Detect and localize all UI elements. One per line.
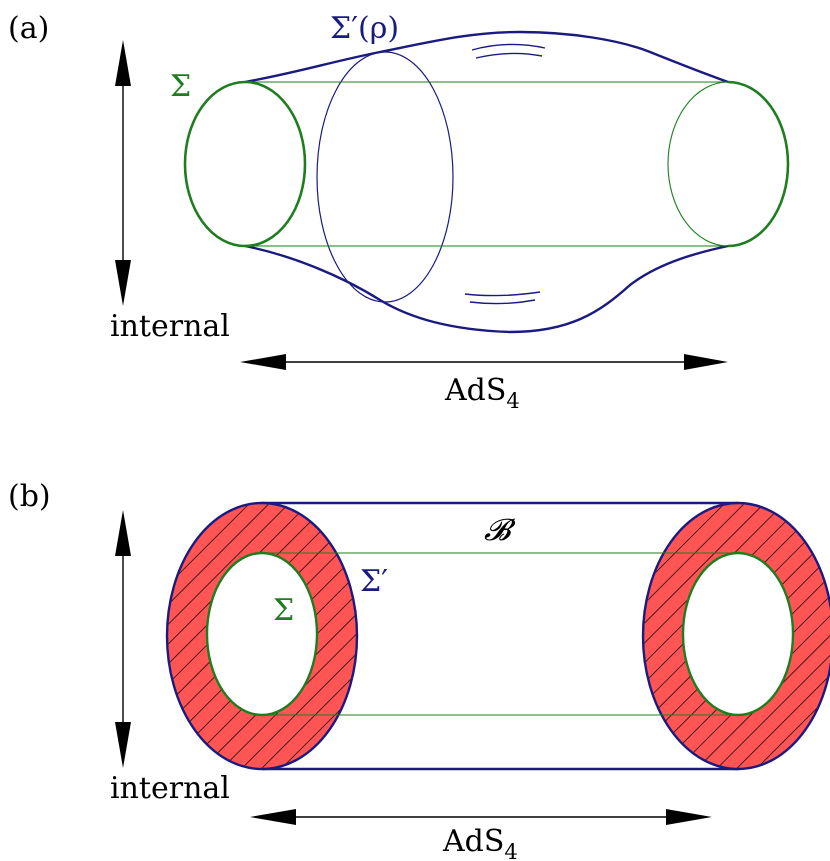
panel-a-wave-mark-bottom-2 — [469, 299, 536, 305]
panel-b-sigma-prime-ellipse-right — [641, 501, 830, 771]
panel-a-sigma-ellipse-right-front — [727, 80, 790, 248]
panel-b-ads-arrow-right — [666, 809, 712, 825]
panel-b-sigma-ellipse-right — [681, 551, 795, 717]
panel-a-wave-mark-top-1 — [471, 43, 546, 51]
panel-a-sigma-ellipse-left — [183, 80, 307, 248]
panel-b-annulus-right — [643, 503, 830, 769]
panel-a-sigma-prime-rho-label: Σ′(ρ) — [330, 11, 399, 46]
panel-a-sigma-ellipse-right-back — [667, 81, 729, 247]
panel-a: (a) internal AdS4 Σ Σ′(ρ) — [8, 11, 790, 413]
panel-b-sigma-prime-label: Σ′ — [360, 564, 388, 599]
panel-b-ads-label: AdS4 — [442, 824, 518, 861]
panel-b-annulus-left — [167, 503, 357, 769]
panel-a-ads-arrow-right — [684, 354, 728, 370]
panel-a-ads-label: AdS4 — [444, 373, 520, 413]
panel-a-ads-arrow-left — [240, 354, 286, 370]
panel-b-sigma-ellipse-left — [205, 551, 319, 717]
panel-b-internal-arrow-up — [115, 510, 131, 556]
panel-a-internal-label: internal — [110, 309, 230, 344]
panel-b-tag: (b) — [8, 479, 51, 514]
panel-b: (b) internal AdS4 𝓑 Σ′ Σ — [8, 479, 830, 861]
panel-b-boundary-label: 𝓑 — [484, 513, 516, 548]
panel-a-tag: (a) — [8, 11, 49, 46]
panel-b-ads-arrow-left — [250, 809, 296, 825]
panel-a-wave-mark-top-2 — [475, 52, 543, 59]
panel-a-deformed-tube-top — [244, 30, 729, 84]
panel-a-internal-arrow-up — [115, 40, 131, 86]
panel-a-wave-mark-bottom-1 — [464, 291, 541, 297]
panel-b-internal-arrow-down — [115, 722, 131, 768]
panel-b-sigma-prime-ellipse-left — [165, 501, 359, 771]
panel-a-sigma-label: Σ — [170, 69, 191, 104]
panel-b-sigma-label: Σ — [273, 593, 294, 628]
panel-b-internal-label: internal — [110, 771, 230, 806]
panel-a-sigma-prime-rho-ellipse — [316, 51, 454, 303]
panel-a-internal-arrow-down — [115, 260, 131, 306]
panel-a-deformed-tube-bottom — [244, 244, 729, 334]
